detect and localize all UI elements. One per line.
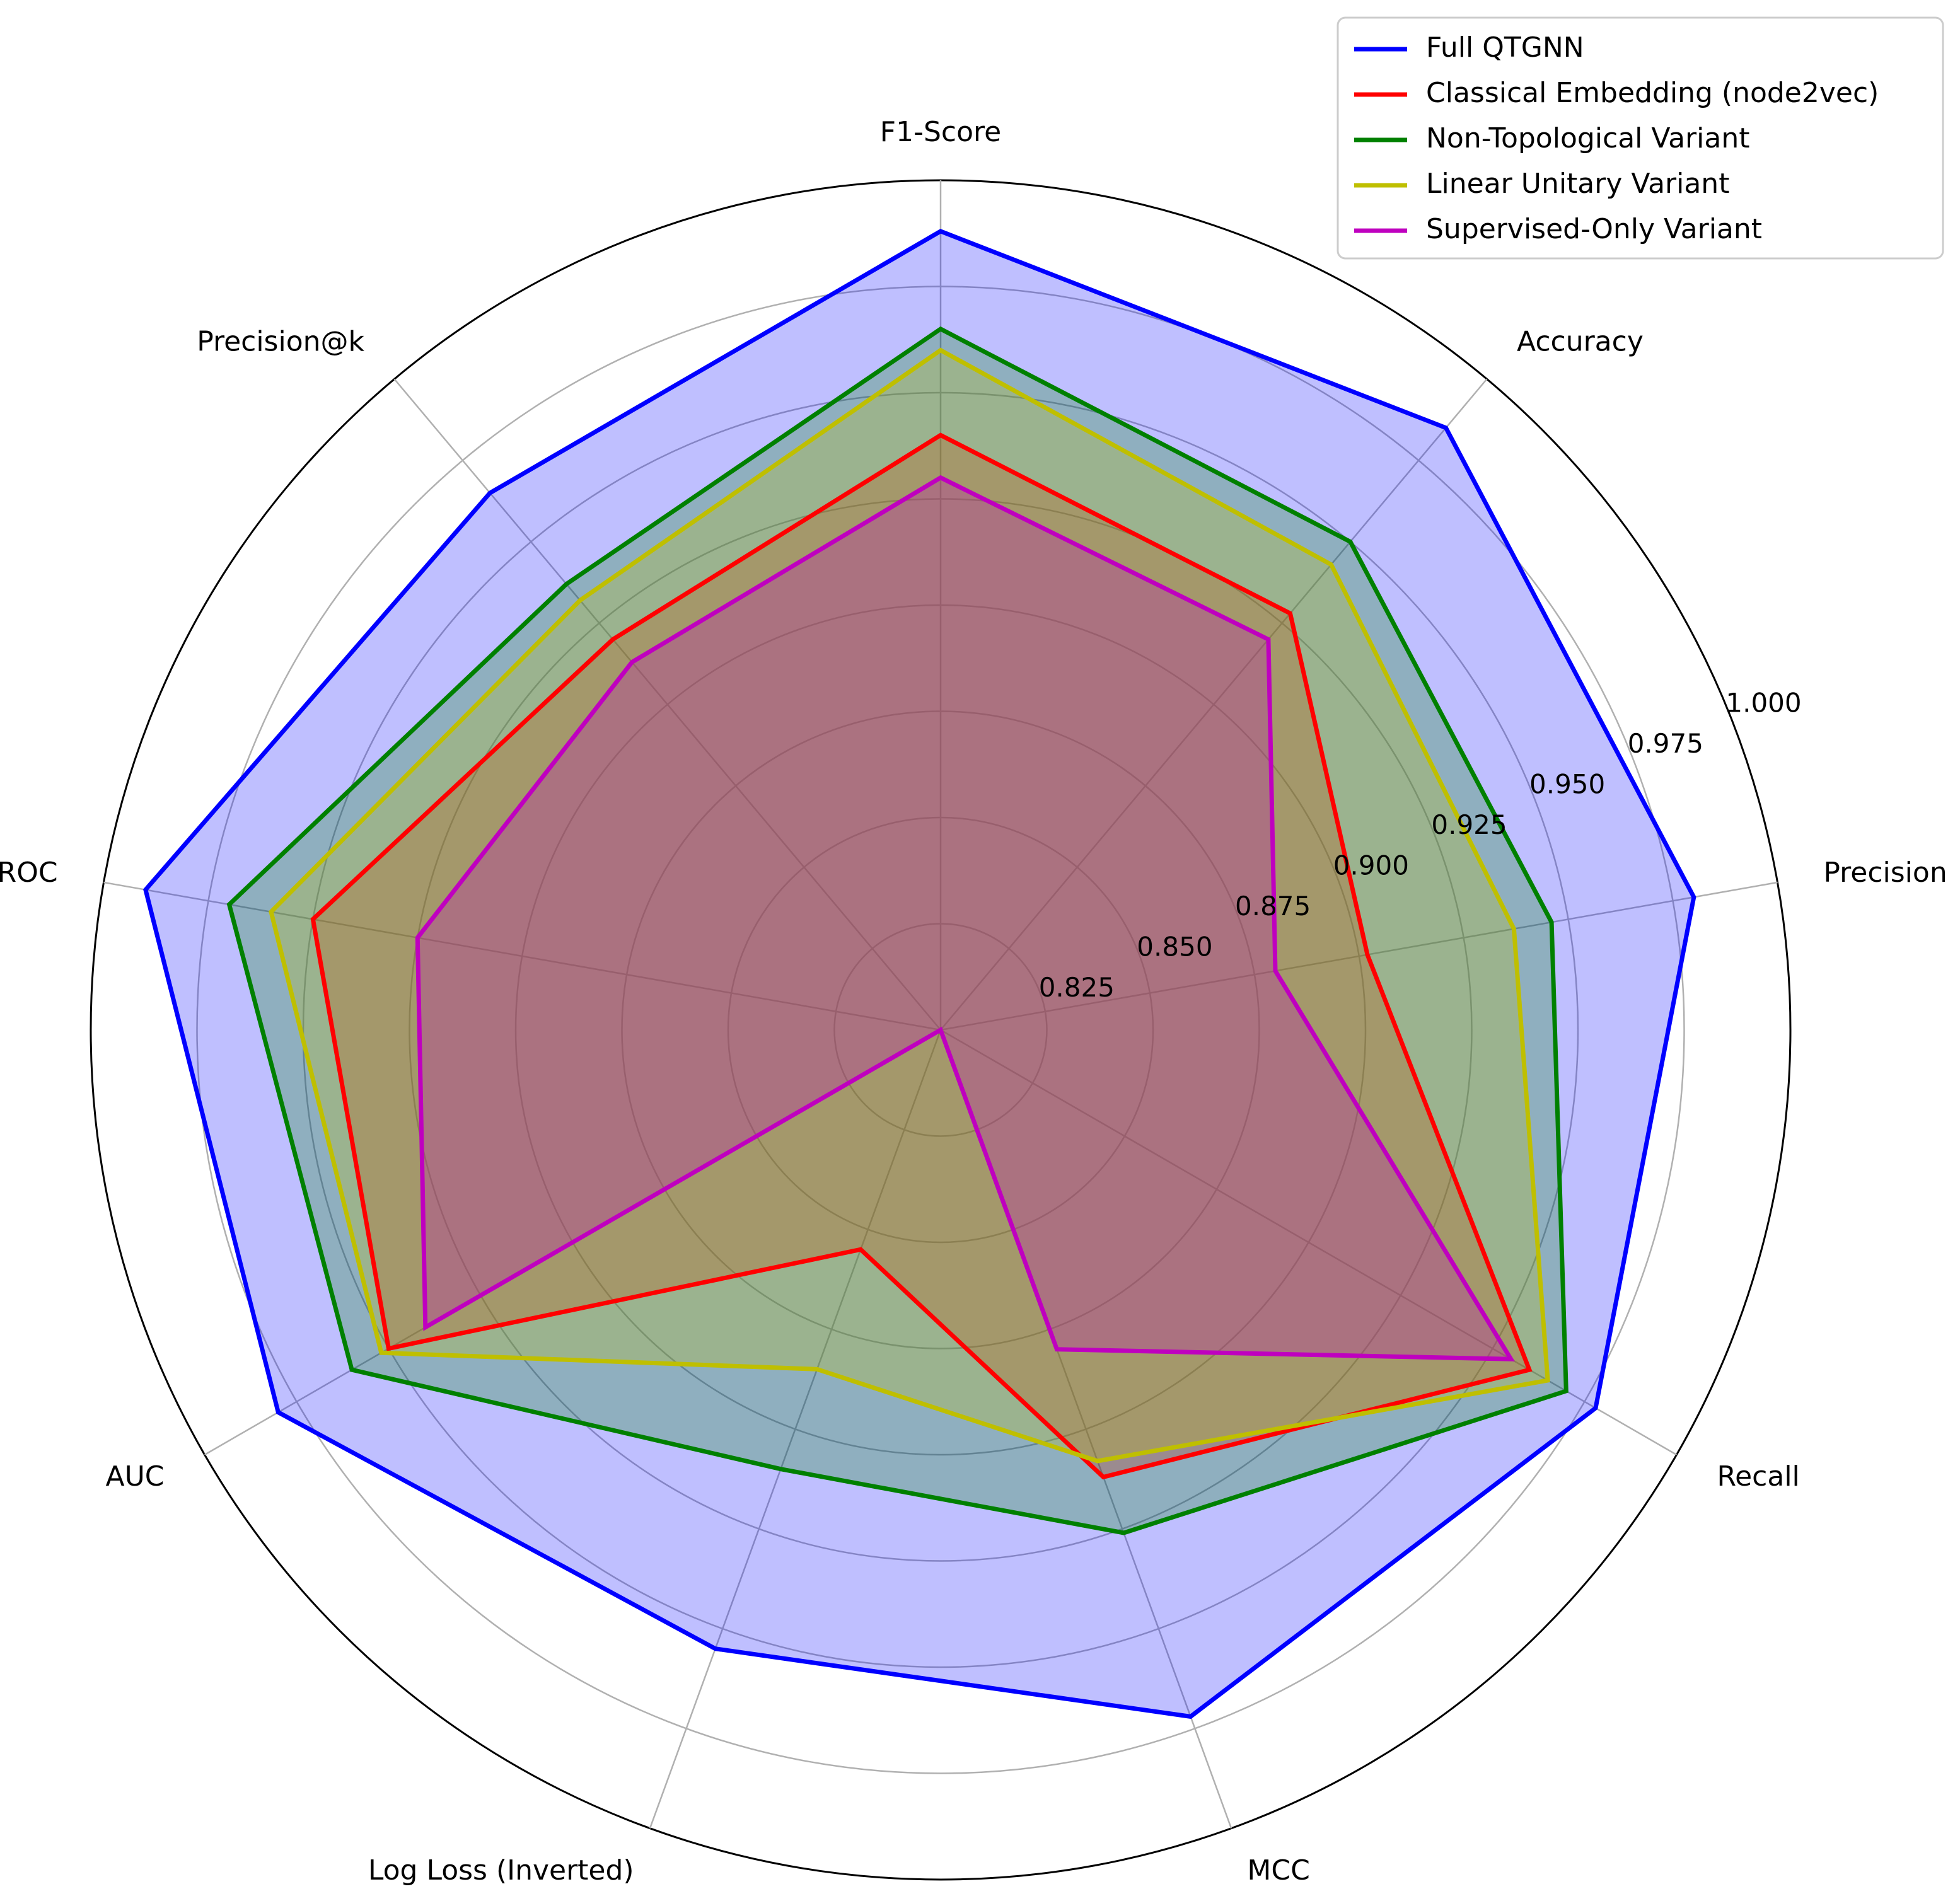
series-area — [145, 231, 1694, 1717]
radar-grid — [90, 179, 1792, 1881]
legend-label: Full QTGNN — [1426, 32, 1584, 64]
series-area — [229, 328, 1567, 1533]
legend-label: Supervised-Only Variant — [1426, 213, 1762, 245]
series-line — [143, 229, 1696, 1719]
radial-tick-label: 0.975 — [1628, 728, 1703, 759]
axis-labels: F1-Score Accuracy Precision Recall MCC Log Lo… — [0, 116, 1947, 1887]
grid-spoke — [940, 881, 1778, 1031]
grid-spoke — [940, 378, 1488, 1031]
axis-label: F1-Score — [880, 116, 1001, 148]
radial-tick-label: 1.000 — [1725, 688, 1801, 719]
grid-spoke — [103, 881, 941, 1031]
legend: Full QTGNN Classical Embedding (node2vec)… — [1337, 16, 1944, 260]
grid-spoke — [393, 378, 941, 1031]
legend-frame — [1337, 16, 1944, 260]
series-area — [417, 477, 1511, 1360]
radial-tick-label: 0.875 — [1235, 891, 1311, 922]
axis-label: Precision@k — [197, 326, 364, 358]
series-line — [269, 347, 1550, 1464]
axis-label: Log Loss (Inverted) — [368, 1854, 634, 1887]
radar-series — [143, 229, 1696, 1719]
series-line — [415, 475, 1516, 1361]
radial-tick-labels: 0.825 0.850 0.875 0.900 0.925 0.950 0.975 1.000 — [1039, 688, 1802, 1003]
axis-label: Recall — [1717, 1460, 1800, 1493]
radial-tick-label: 0.900 — [1333, 850, 1409, 881]
radial-tick-label: 0.925 — [1431, 809, 1507, 840]
legend-label: Linear Unitary Variant — [1426, 168, 1729, 200]
grid-spoke — [940, 1029, 1678, 1456]
axis-label: AUC — [105, 1460, 164, 1493]
axis-label: Precision — [1823, 857, 1947, 889]
radial-tick-label: 0.850 — [1137, 932, 1212, 962]
series-line — [226, 326, 1569, 1535]
axis-label: Accuracy — [1517, 326, 1644, 358]
series-line — [310, 432, 1533, 1480]
radial-tick-label: 0.950 — [1529, 769, 1605, 800]
series-area — [271, 350, 1548, 1461]
legend-label: Classical Embedding (node2vec) — [1426, 77, 1879, 109]
legend-label: Non-Topological Variant — [1426, 122, 1749, 154]
grid-spoke — [649, 1029, 942, 1829]
axis-label: MCC — [1247, 1854, 1309, 1887]
axis-label: ROC — [0, 857, 58, 889]
radial-tick-label: 0.825 — [1039, 972, 1115, 1003]
